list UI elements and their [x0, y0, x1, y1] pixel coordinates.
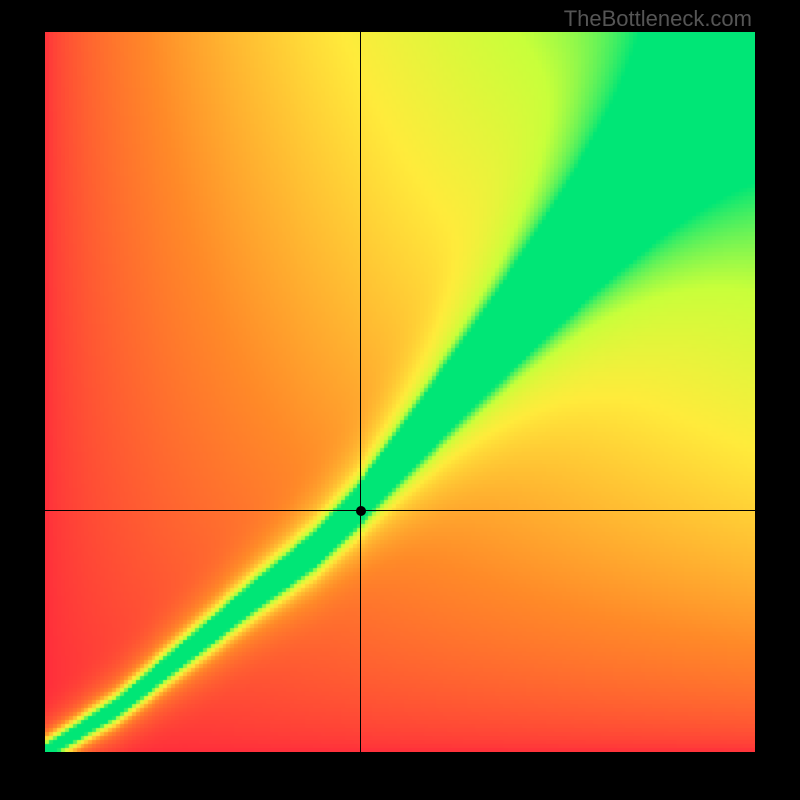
crosshair-marker: [356, 506, 366, 516]
watermark-text: TheBottleneck.com: [564, 6, 752, 32]
chart-container: TheBottleneck.com: [0, 0, 800, 800]
crosshair-horizontal: [45, 510, 755, 511]
heatmap-canvas: [45, 32, 755, 752]
plot-area: [45, 32, 755, 752]
crosshair-vertical: [360, 32, 361, 752]
